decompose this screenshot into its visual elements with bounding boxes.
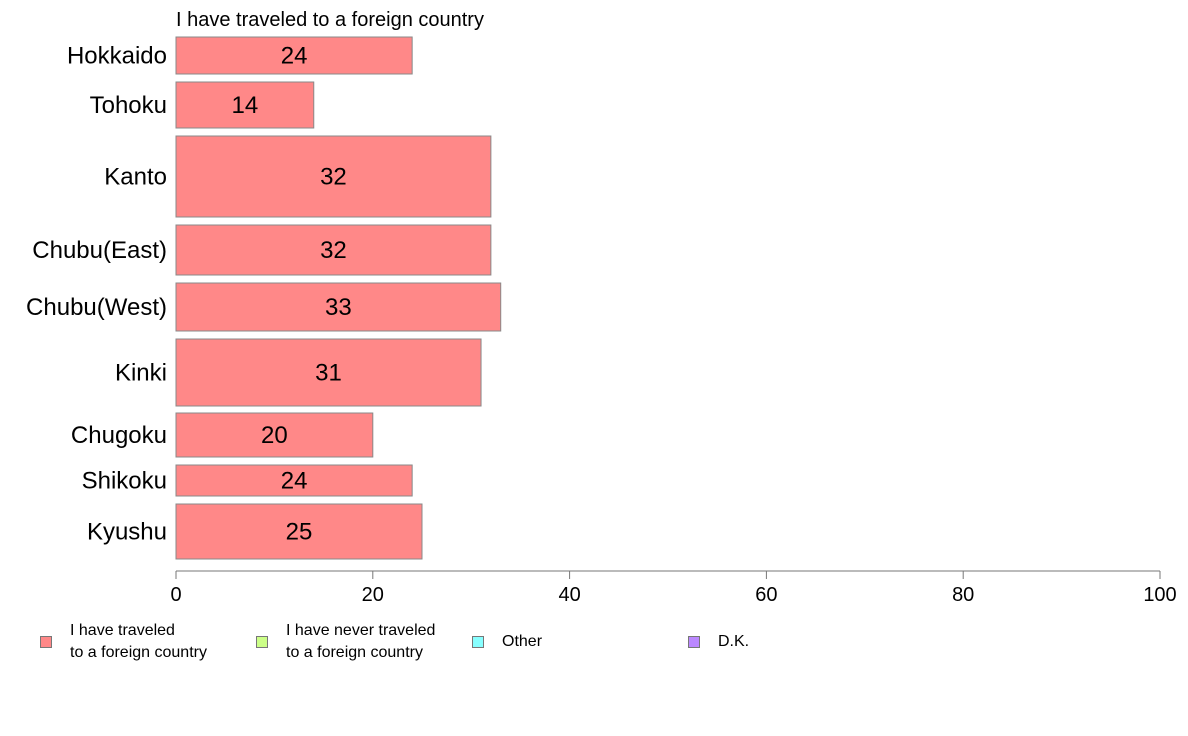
data-label-kanto: 32 bbox=[320, 164, 347, 191]
bar-hokkaido bbox=[175, 36, 413, 75]
bar-shikoku bbox=[175, 464, 413, 497]
legend-swatch-dk bbox=[688, 636, 700, 648]
bar-chubu-east bbox=[175, 224, 492, 276]
bar-kinki bbox=[175, 338, 482, 407]
legend-item-never-traveled: I have never traveled to a foreign count… bbox=[256, 620, 435, 664]
category-label-kanto: Kanto bbox=[104, 164, 167, 191]
legend-item-other: Other bbox=[472, 631, 542, 653]
data-label-chubu-east: 32 bbox=[320, 237, 347, 264]
bar-chubu-west bbox=[175, 282, 502, 332]
data-label-kyushu: 25 bbox=[286, 519, 313, 546]
category-label-chubu-west: Chubu(West) bbox=[26, 294, 167, 321]
legend-item-dk: D.K. bbox=[688, 631, 749, 653]
bar-kyushu bbox=[175, 503, 423, 560]
category-label-kinki: Kinki bbox=[115, 360, 167, 387]
legend-label-other: Other bbox=[502, 633, 543, 650]
bar-kanto bbox=[175, 135, 492, 218]
x-tick-label: 80 bbox=[952, 584, 974, 606]
category-label-chugoku: Chugoku bbox=[71, 422, 167, 449]
legend-swatch-traveled bbox=[40, 636, 52, 648]
data-label-tohoku: 14 bbox=[232, 92, 259, 119]
data-label-chugoku: 20 bbox=[261, 422, 288, 449]
chart-title: I have traveled to a foreign country bbox=[176, 9, 484, 31]
x-tick-label: 60 bbox=[755, 584, 777, 606]
x-tick-label: 40 bbox=[558, 584, 580, 606]
legend-label-traveled: I have traveled to a foreign country bbox=[70, 622, 207, 661]
category-label-hokkaido: Hokkaido bbox=[67, 43, 167, 70]
x-tick-label: 20 bbox=[362, 584, 384, 606]
legend-item-traveled: I have traveled to a foreign country bbox=[40, 620, 207, 664]
category-label-tohoku: Tohoku bbox=[90, 92, 167, 119]
bar-tohoku bbox=[175, 81, 315, 129]
legend: I have traveled to a foreign country I h… bbox=[40, 620, 1140, 670]
category-label-shikoku: Shikoku bbox=[82, 468, 167, 495]
legend-swatch-other bbox=[472, 636, 484, 648]
legend-swatch-never-traveled bbox=[256, 636, 268, 648]
data-label-kinki: 31 bbox=[315, 360, 342, 387]
data-label-hokkaido: 24 bbox=[281, 43, 308, 70]
data-label-shikoku: 24 bbox=[281, 468, 308, 495]
category-label-kyushu: Kyushu bbox=[87, 519, 167, 546]
legend-label-never-traveled: I have never traveled to a foreign count… bbox=[286, 622, 436, 661]
data-label-chubu-west: 33 bbox=[325, 294, 352, 321]
bar-chugoku bbox=[175, 412, 374, 458]
legend-label-dk: D.K. bbox=[718, 633, 750, 650]
x-tick-label: 100 bbox=[1143, 584, 1176, 606]
category-label-chubu-east: Chubu(East) bbox=[32, 237, 167, 264]
x-tick-label: 0 bbox=[170, 584, 181, 606]
